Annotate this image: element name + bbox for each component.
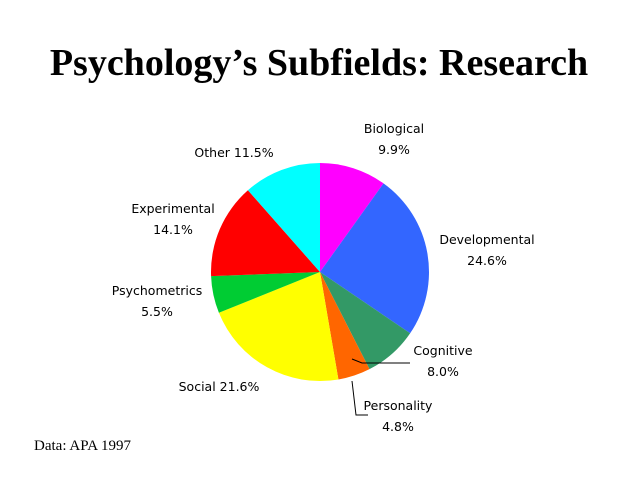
slice-label-social: Social 21.6% <box>179 379 260 394</box>
slice-label-psychometrics: Psychometrics 5.5% <box>112 283 202 319</box>
slice-label-other: Other 11.5% <box>194 145 273 160</box>
source-note: Data: APA 1997 <box>34 438 131 454</box>
leader-lines <box>351 358 410 416</box>
pie-slice-personality <box>320 272 370 380</box>
slice-labels: Biological 9.9% Developmental 24.6% Cognitiv… <box>112 121 535 434</box>
leader-line-personality <box>351 380 368 416</box>
pie-slice-cognitive <box>320 272 411 370</box>
pie-slice-biological <box>320 163 384 272</box>
slide-title: Psychology’s Subfields: Research <box>49 42 589 84</box>
slice-label-experimental: Experimental 14.1% <box>131 201 214 237</box>
pie-slices <box>211 163 429 382</box>
leader-line-cognitive <box>351 358 410 364</box>
slice-label-developmental: Developmental 24.6% <box>439 232 534 268</box>
pie-slice-psychometrics <box>211 272 320 313</box>
pie-slice-social <box>218 272 339 382</box>
pie-slice-experimental <box>211 190 320 277</box>
pie-slice-developmental <box>320 183 429 334</box>
slice-label-cognitive: Cognitive 8.0% <box>413 343 472 379</box>
slice-label-personality: Personality 4.8% <box>364 398 434 434</box>
pie-slice-other <box>247 163 320 272</box>
slice-label-biological: Biological 9.9% <box>364 121 424 157</box>
